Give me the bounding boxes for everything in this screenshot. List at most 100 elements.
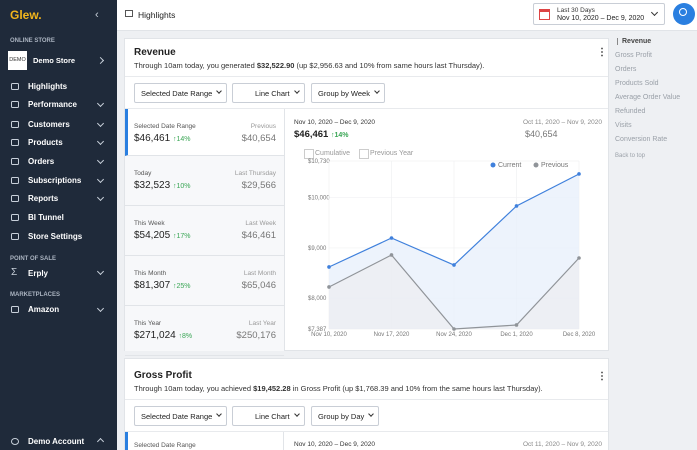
chevron <box>96 99 105 108</box>
section-link[interactable]: Revenue <box>617 38 651 45</box>
point <box>514 323 519 327</box>
metric-row[interactable]: Selected Date Range $46,461 14% Previous $4… <box>125 109 284 156</box>
previous-total: $40,654 <box>525 129 558 139</box>
summary-amount: $19,452.28 <box>253 384 291 393</box>
nav-item[interactable]: Erply <box>28 269 49 278</box>
store-name[interactable]: Demo Store <box>33 56 76 65</box>
nav-icon <box>11 121 19 128</box>
y-tick-label: $10,730 <box>308 159 330 165</box>
divider <box>125 399 608 400</box>
compare-value: $40,654 <box>241 133 276 144</box>
nav-item[interactable]: Amazon <box>28 305 60 314</box>
metric-row[interactable]: Today $32,523 10% Last Thursday $29,566 <box>125 156 284 206</box>
date-picker[interactable]: Last 30 Days Nov 10, 2020 – Dec 9, 2020 <box>533 3 665 25</box>
search-button[interactable] <box>673 3 695 25</box>
dropdown[interactable]: Line Chart <box>232 406 305 426</box>
section-label: POINT OF SALE <box>10 256 57 262</box>
y-tick-label: $10,000 <box>308 196 330 202</box>
nav-item[interactable]: BI Tunnel <box>28 213 64 222</box>
compare-value: $46,461 <box>241 230 276 241</box>
previous-range: Oct 11, 2020 – Nov 9, 2020 <box>522 441 602 448</box>
dropdown[interactable]: Group by Week <box>311 83 385 103</box>
value: $54,205 <box>134 230 171 241</box>
point <box>452 263 456 267</box>
chevron <box>96 175 105 184</box>
metric-row[interactable]: Selected Date Range <box>125 432 284 450</box>
section-link[interactable]: Refunded <box>615 108 646 115</box>
chevron <box>96 437 105 446</box>
divider <box>125 431 608 432</box>
change: 14% <box>173 136 191 143</box>
metric-label: Selected Date Range <box>134 123 196 130</box>
logo[interactable]: Glew. <box>10 8 42 22</box>
summary-text: Through 10am today, you achieved <box>134 384 254 393</box>
chevron <box>96 267 105 276</box>
dropdown[interactable]: Line Chart <box>232 83 305 103</box>
point <box>514 204 519 208</box>
dropdown[interactable]: Selected Date Range <box>134 406 228 426</box>
area <box>329 255 579 329</box>
section-link[interactable]: Back to top <box>615 153 646 159</box>
x-tick-label: Nov 17, 2020 <box>374 332 410 338</box>
x-tick-label: Dec 8, 2020 <box>563 332 596 338</box>
metric-row[interactable]: This Year $271,024 8% Last Year $250,176 <box>125 306 284 356</box>
nav-item[interactable]: Subscriptions <box>28 176 82 185</box>
checkbox[interactable] <box>359 149 369 159</box>
nav-item[interactable]: Reports <box>28 194 59 203</box>
section-link[interactable]: Orders <box>615 66 637 73</box>
current-total: $46,461 14% <box>294 129 349 140</box>
metric-row[interactable]: This Month $81,307 25% Last Month $65,046 <box>125 256 284 306</box>
section-link[interactable]: Visits <box>615 122 632 129</box>
previous-range: Oct 11, 2020 – Nov 9, 2020 <box>522 119 602 126</box>
nav-icon <box>11 306 19 313</box>
home-icon <box>125 10 133 17</box>
account-name[interactable]: Demo Account <box>28 437 85 446</box>
point <box>327 285 331 289</box>
metric-value: $46,461 14% <box>134 133 190 144</box>
section-link[interactable]: Gross Profit <box>615 52 652 59</box>
chevron <box>96 156 105 165</box>
section-link[interactable]: Conversion Rate <box>615 136 668 143</box>
section-link[interactable]: Average Order Value <box>615 94 681 101</box>
section-link[interactable]: Products Sold <box>615 80 659 87</box>
card-summary: Through 10am today, you achieved $19,452… <box>134 384 543 393</box>
card-menu[interactable]: ⋮ <box>597 47 607 58</box>
metric-label: Selected Date Range <box>134 442 196 449</box>
card-summary: Through 10am today, you generated $32,52… <box>134 61 484 70</box>
chevron <box>96 304 105 313</box>
collapse-icon[interactable]: ‹ <box>95 9 99 21</box>
dropdown[interactable]: Group by Day <box>311 406 380 426</box>
legend-label: Current <box>498 162 521 169</box>
divider <box>125 108 608 109</box>
compare-label: Last Year <box>248 320 276 327</box>
value: $32,523 <box>134 180 171 191</box>
dropdown[interactable]: Selected Date Range <box>134 83 228 103</box>
checkbox[interactable] <box>304 149 314 159</box>
nav-item[interactable]: Products <box>28 138 63 147</box>
current-range: Nov 10, 2020 – Dec 9, 2020 <box>294 119 375 126</box>
card-menu[interactable]: ⋮ <box>597 371 607 382</box>
topbar: Highlights Last 30 Days Nov 10, 2020 – D… <box>117 0 697 31</box>
store-badge: DEMO <box>8 51 27 70</box>
value: $46,461 <box>134 133 171 144</box>
gross-profit-card: Gross Profit Through 10am today, you ach… <box>124 358 609 450</box>
point <box>452 327 456 331</box>
legend-dot <box>533 162 539 168</box>
point <box>389 253 394 257</box>
nav-item[interactable]: Highlights <box>28 82 68 91</box>
search-icon <box>679 8 687 16</box>
nav-item[interactable]: Store Settings <box>28 232 83 241</box>
value: $271,024 <box>134 330 176 341</box>
nav-item[interactable]: Orders <box>28 157 55 166</box>
card-title: Revenue <box>134 47 176 58</box>
metric-row[interactable]: This Week $54,205 17% Last Week $46,461 <box>125 206 284 256</box>
x-tick-label: Dec 1, 2020 <box>500 332 533 338</box>
nav-item[interactable]: Customers <box>28 120 70 129</box>
card-title: Gross Profit <box>134 370 192 381</box>
nav-icon <box>11 233 19 240</box>
divider <box>125 76 608 77</box>
metric-label: This Week <box>134 220 165 227</box>
nav-item[interactable]: Performance <box>28 100 77 109</box>
account-icon <box>11 438 19 445</box>
